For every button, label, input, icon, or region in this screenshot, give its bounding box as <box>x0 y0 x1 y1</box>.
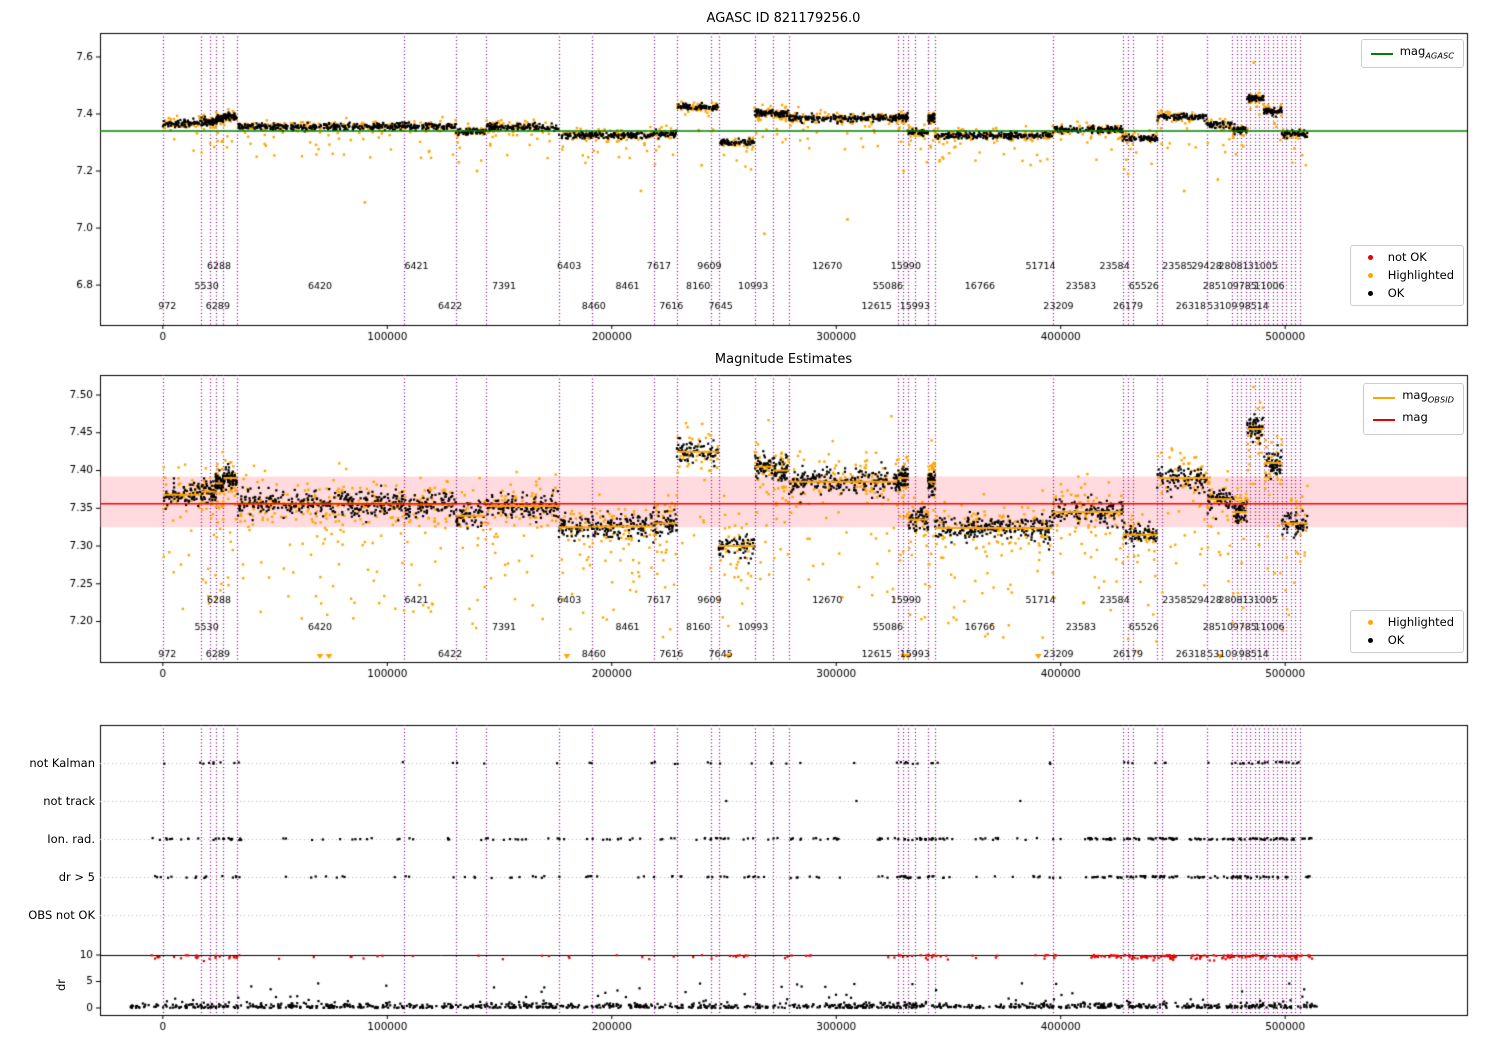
middle-plot-title: Magnitude Estimates <box>714 352 853 367</box>
mag-agasc-label: magAGASC <box>1399 44 1454 61</box>
mag-obsid-label: magOBSID <box>1402 388 1454 405</box>
highlighted-label: Highlighted <box>1387 268 1454 282</box>
middle-legend-point-types: Highlighted OK <box>1349 610 1464 653</box>
mag-label: mag <box>1402 410 1428 425</box>
mag-agasc-line-swatch <box>1370 52 1393 55</box>
ok-label-mid: OK <box>1387 633 1405 647</box>
legend-row-ok: OK <box>1360 287 1454 300</box>
ok-dot-swatch <box>1367 291 1373 296</box>
not-ok-label: not OK <box>1387 250 1427 264</box>
row-label-not-kalman: not Kalman <box>29 756 95 770</box>
middle-legend-lines: magOBSID mag <box>1363 383 1464 435</box>
top-plot-title: AGASC ID 821179256.0 <box>706 11 861 26</box>
not-ok-dot-swatch <box>1367 255 1373 260</box>
dr-axis-label: dr <box>54 978 69 992</box>
row-label-ion-rad: Ion. rad. <box>47 832 95 846</box>
legend-row-mag: mag <box>1373 411 1454 428</box>
row-label-not-track: not track <box>43 794 95 808</box>
highlighted-dot-swatch <box>1367 273 1373 278</box>
legend-row-highlighted-mid: Highlighted <box>1360 616 1454 629</box>
highlighted-dot-swatch-mid <box>1367 620 1373 625</box>
ok-label: OK <box>1387 286 1405 300</box>
legend-row-ok-mid: OK <box>1360 634 1454 647</box>
legend-row-mag-agasc: magAGASC <box>1370 44 1454 62</box>
ok-dot-swatch-mid <box>1367 638 1373 643</box>
legend-row-highlighted: Highlighted <box>1360 269 1454 282</box>
top-legend-mag-agasc: magAGASC <box>1360 39 1464 69</box>
mag-obsid-line-swatch <box>1373 396 1396 399</box>
highlighted-label-mid: Highlighted <box>1387 615 1454 629</box>
row-label-obs-not-ok: OBS not OK <box>28 908 95 922</box>
top-legend-point-types: not OK Highlighted OK <box>1349 245 1464 306</box>
legend-row-mag-obsid: magOBSID <box>1373 389 1454 406</box>
row-label-dr-gt-5: dr > 5 <box>58 870 95 884</box>
mag-line-swatch <box>1373 418 1396 421</box>
legend-row-not-ok: not OK <box>1360 251 1454 264</box>
